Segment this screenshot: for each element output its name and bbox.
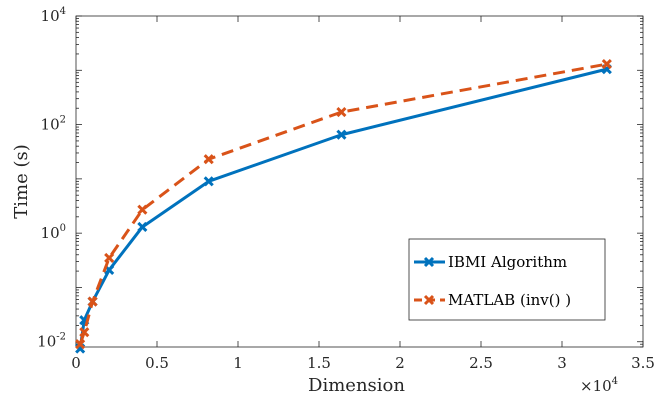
- y-tick-label-base: 10: [41, 224, 60, 242]
- x-axis-multiplier-exponent: 4: [612, 376, 618, 387]
- y-tick-label-base: 10: [41, 7, 60, 25]
- x-axis-label: Dimension: [308, 375, 405, 396]
- data-point: [75, 339, 86, 350]
- x-tick-label: 0: [71, 354, 81, 372]
- x-tick-label: 3.5: [631, 354, 655, 372]
- x-tick-label: 3: [557, 354, 567, 372]
- legend-item: IBMI Algorithm: [414, 253, 567, 271]
- data-point: [336, 129, 347, 140]
- data-point: [137, 221, 148, 233]
- legend-label: MATLAB (inv() ): [448, 291, 571, 309]
- y-tick-label-exponent: -2: [56, 332, 66, 343]
- legend-label: IBMI Algorithm: [448, 253, 567, 271]
- data-point: [87, 296, 98, 307]
- data-point: [137, 204, 148, 215]
- series-2: [75, 59, 612, 350]
- y-tick-label: 104: [41, 6, 66, 25]
- data-point: [203, 176, 214, 187]
- x-tick-label: 1: [233, 354, 243, 372]
- x-tick-label: 2.5: [469, 354, 493, 372]
- series-layer: [75, 59, 612, 354]
- legend-box: [408, 238, 606, 321]
- y-tick-label-base: 10: [37, 333, 56, 351]
- legend-item: MATLAB (inv() ): [414, 291, 571, 309]
- y-tick-label-exponent: 0: [60, 223, 66, 234]
- data-point: [203, 154, 214, 165]
- x-axis: 0 0.5 1 1.5 2 2.5 3 3.5: [71, 16, 655, 372]
- x-tick-label: 0.5: [145, 354, 169, 372]
- x-axis-multiplier: ×104: [580, 376, 618, 395]
- data-point: [336, 107, 347, 118]
- legend: IBMI Algorithm MATLAB (inv() ): [408, 238, 606, 321]
- x-tick-label: 1.5: [307, 354, 331, 372]
- y-tick-label: 10-2: [37, 332, 66, 351]
- y-tick-label-base: 10: [41, 116, 60, 134]
- legend-marker: [423, 294, 435, 306]
- data-point: [601, 59, 612, 70]
- data-point: [79, 327, 90, 338]
- data-point: [104, 252, 115, 263]
- x-tick-label: 2: [395, 354, 405, 372]
- y-tick-label-exponent: 4: [60, 6, 66, 17]
- series-line: [78, 62, 608, 345]
- y-tick-label: 102: [41, 115, 66, 134]
- y-tick-label-exponent: 2: [60, 115, 66, 126]
- x-axis-multiplier-base: ×10: [580, 377, 612, 395]
- y-tick-label: 100: [41, 223, 66, 242]
- legend-marker: [423, 256, 435, 268]
- y-axis-label: Time (s): [11, 144, 32, 219]
